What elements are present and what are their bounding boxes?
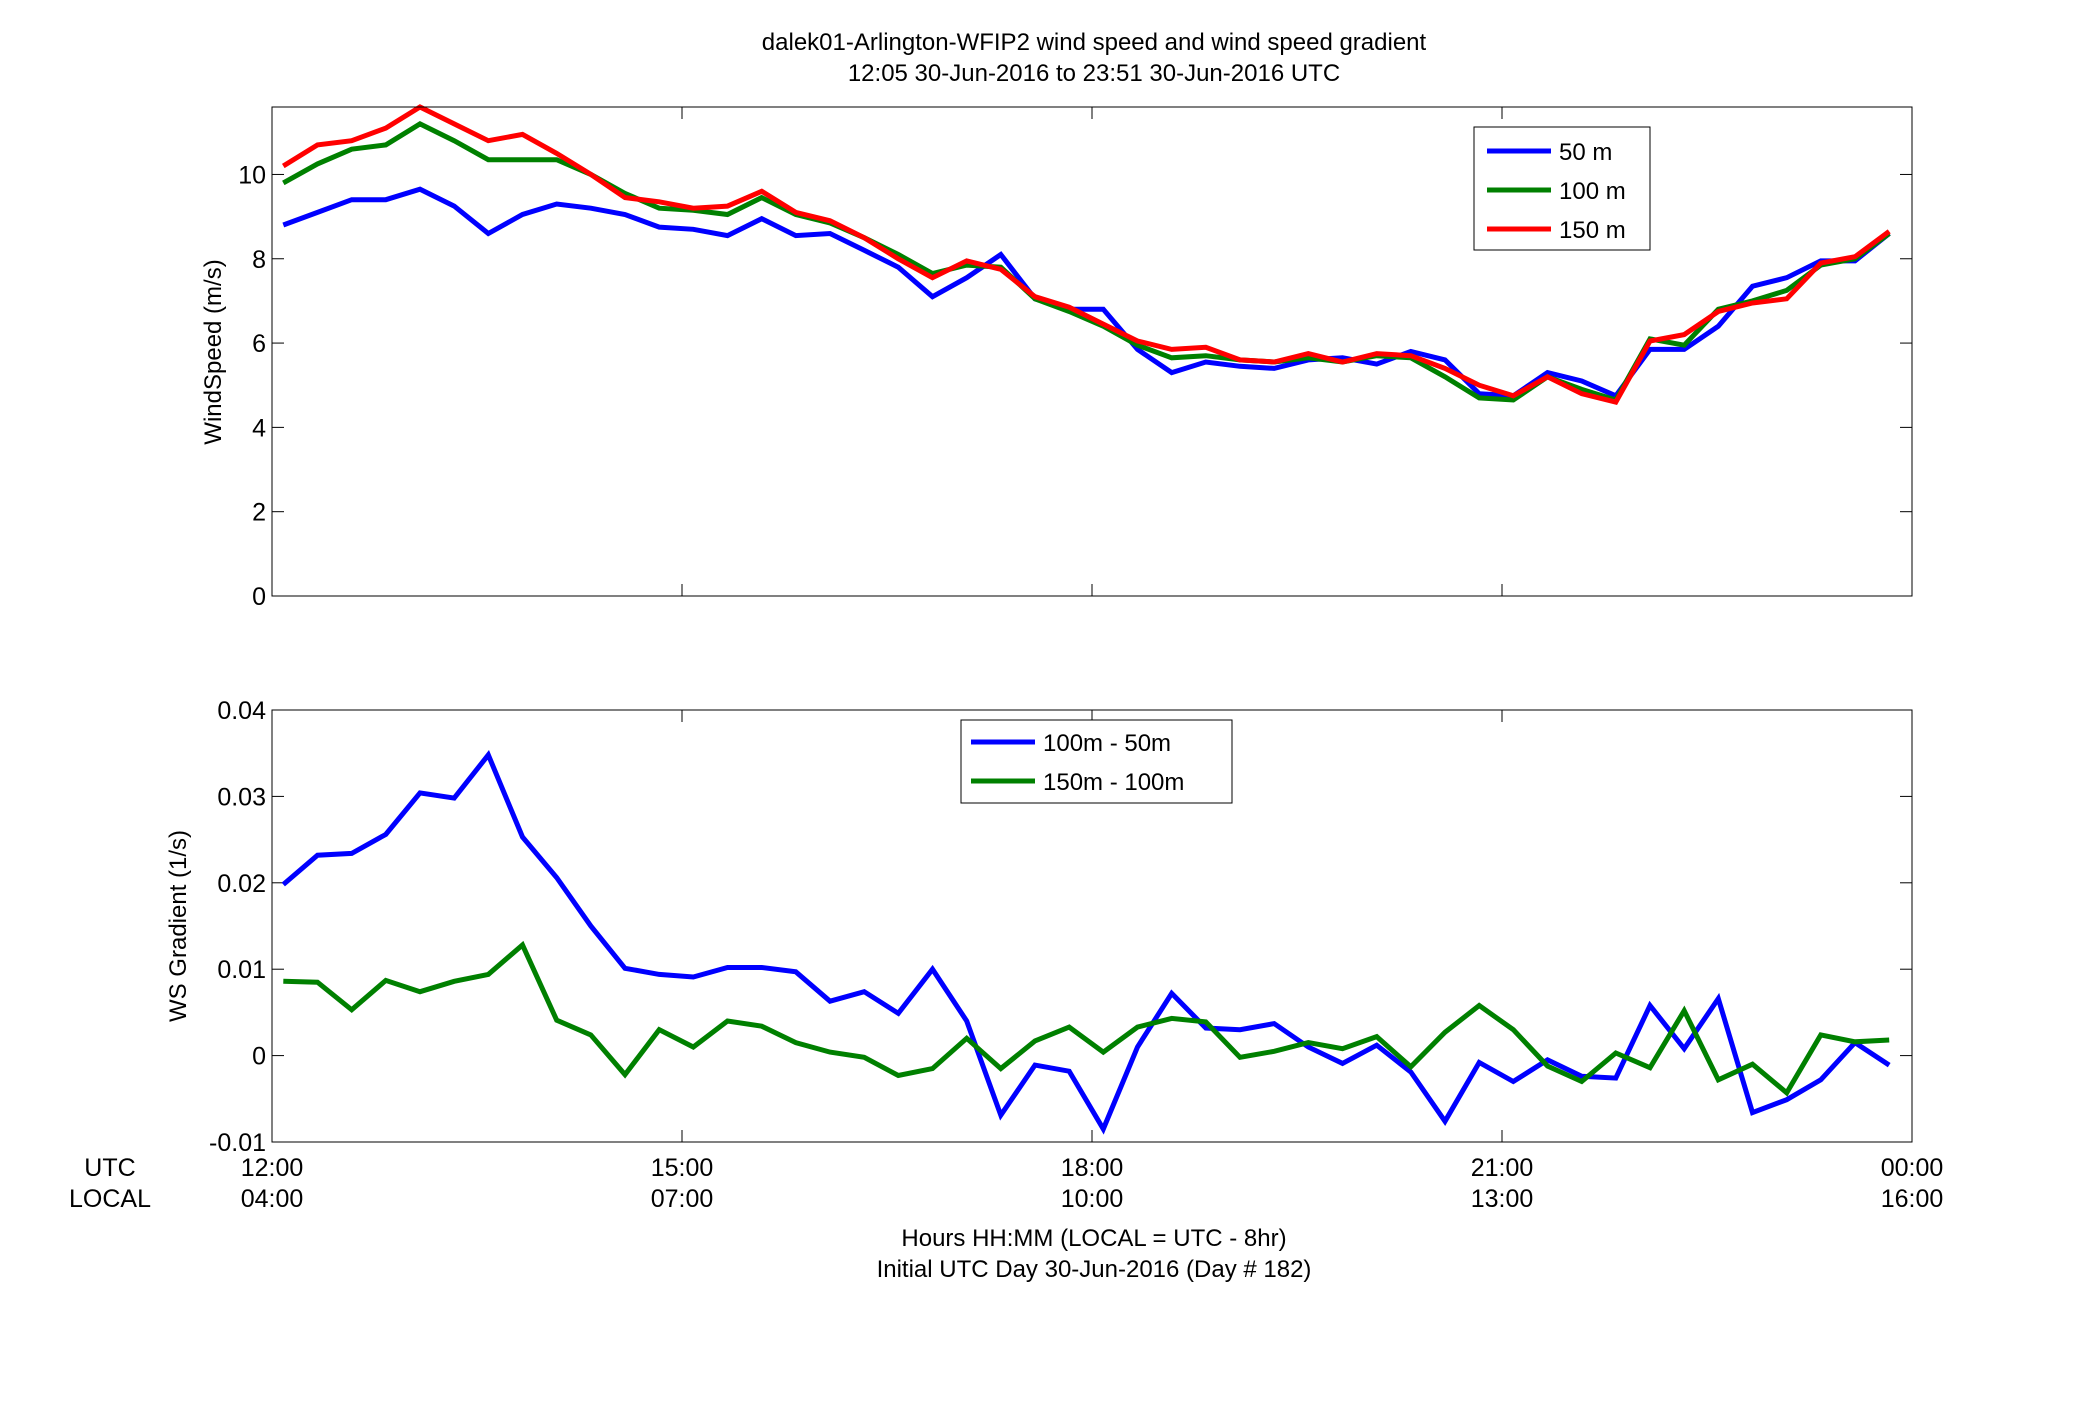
gradient-legend: 100m - 50m 150m - 100m — [960, 719, 1233, 804]
ytick-label: 0.03 — [217, 783, 266, 811]
ytick-label: 10 — [238, 161, 266, 189]
xtick-label-utc: 21:00 — [1471, 1154, 1534, 1182]
ytick-label: 8 — [252, 246, 266, 274]
ytick-label: 0.04 — [217, 697, 266, 725]
xtick-label-local: 07:00 — [651, 1185, 714, 1213]
xtick-label-utc: 18:00 — [1061, 1154, 1124, 1182]
xtick-label-utc: 12:00 — [241, 1154, 304, 1182]
series-line-150m-100m — [283, 940, 1890, 1097]
ytick-label: 0 — [252, 1043, 266, 1071]
windspeed-legend: 50 m 100 m 150 m — [1473, 126, 1651, 251]
chart-title-line1: dalek01-Arlington-WFIP2 wind speed and w… — [762, 29, 1427, 56]
xtick-label-utc: 00:00 — [1881, 1154, 1944, 1182]
gradient-legend-box — [960, 719, 1233, 804]
local-row-label: LOCAL — [69, 1185, 151, 1213]
ytick-label: 0.02 — [217, 870, 266, 898]
legend-label-150m-100m: 150m - 100m — [1043, 769, 1184, 796]
legend-label-100m: 100 m — [1559, 178, 1626, 205]
utc-row-label: UTC — [84, 1154, 135, 1182]
windspeed-ylabel: WindSpeed (m/s) — [200, 259, 227, 444]
ytick-label: 6 — [252, 330, 266, 358]
windspeed-axes-box — [271, 106, 1913, 597]
xtick-label-local: 04:00 — [241, 1185, 304, 1213]
series-line-100m-50m — [281, 750, 1891, 1135]
xtick-label-local: 13:00 — [1471, 1185, 1534, 1213]
ytick-label: 0.01 — [217, 956, 266, 984]
gradient-axes-box — [271, 709, 1913, 1143]
x-axis-label-line2: Initial UTC Day 30-Jun-2016 (Day # 182) — [877, 1256, 1312, 1283]
series-line-150m — [281, 104, 1891, 405]
xtick-label-utc: 15:00 — [651, 1154, 714, 1182]
gradient-series-lines — [281, 750, 1891, 1135]
legend-label-50m: 50 m — [1559, 139, 1612, 166]
xtick-label-local: 16:00 — [1881, 1185, 1944, 1213]
windspeed-ytick-labels: 0 2 4 6 8 10 — [238, 161, 266, 611]
ytick-label: 0 — [252, 583, 266, 611]
chart-title-line2: 12:05 30-Jun-2016 to 23:51 30-Jun-2016 U… — [848, 60, 1340, 87]
time-axis-tick-labels: 12:00 04:00 15:00 07:00 18:00 10:00 21:00 13:00… — [241, 1154, 1944, 1213]
legend-label-100m-50m: 100m - 50m — [1043, 730, 1171, 757]
legend-label-150m: 150 m — [1559, 217, 1626, 244]
x-axis-label-line1: Hours HH:MM (LOCAL = UTC - 8hr) — [901, 1225, 1286, 1252]
xtick-label-local: 10:00 — [1061, 1185, 1124, 1213]
gradient-ylabel: WS Gradient (1/s) — [165, 830, 192, 1022]
ytick-label: 4 — [252, 414, 266, 442]
windspeed-series-lines — [281, 104, 1891, 405]
gradient-panel: -0.01 0 0.01 0.02 0.03 0.04 WS Gradient (1/s)… — [165, 697, 1913, 1157]
gradient-ytick-labels: -0.01 0 0.01 0.02 0.03 0.04 — [209, 697, 266, 1157]
ytick-label: 2 — [252, 499, 266, 527]
windspeed-panel: 0 2 4 6 8 10 WindSpeed (m/s) 50 m 100 m 150 m — [200, 104, 1913, 611]
ytick-label: -0.01 — [209, 1129, 266, 1157]
